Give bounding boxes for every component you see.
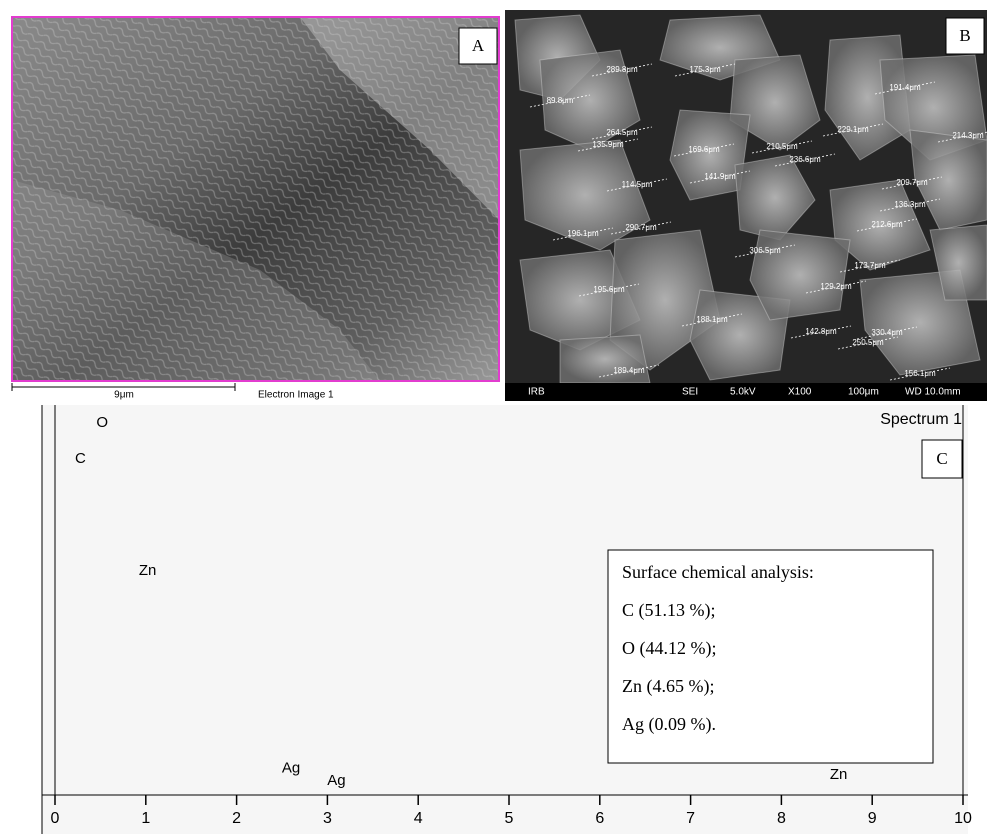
panel-a: A 9μm Electron Image 1 (12, 17, 499, 401)
measurement-label: 156.1μm (904, 369, 936, 378)
peak-label: Zn (139, 562, 157, 579)
x-tick-label: 9 (868, 810, 877, 827)
figure: A 9μm Electron Image 1 (0, 0, 987, 834)
measurement-label: 250.5μm (852, 338, 884, 347)
panel-c: Spectrum 1 C 0 1 2 3 4 5 6 7 8 9 10 C O Zn Ag Ag Zn Surfa… (42, 405, 972, 834)
measurement-label: 289.8μm (606, 65, 638, 74)
x-tick-label: 0 (51, 810, 60, 827)
peak-label: Ag (327, 772, 345, 789)
measurement-label: 290.7μm (625, 223, 657, 232)
measurement-label: 189.4μm (613, 366, 645, 375)
measurement-label: 264.5μm (606, 128, 638, 137)
sem-footer-text: WD 10.0mm (905, 387, 961, 398)
x-tick-label: 8 (777, 810, 786, 827)
sem-footer-text: IRB (528, 387, 545, 398)
measurement-label: 129.2μm (820, 282, 852, 291)
x-tick-label: 6 (595, 810, 604, 827)
peak-label: Zn (830, 766, 848, 783)
measurement-label: 175.3μm (689, 65, 721, 74)
measurement-label: 141.9μm (704, 172, 736, 181)
measurement-label: 89.8μm (547, 96, 574, 105)
analysis-line: Surface chemical analysis: (622, 562, 814, 582)
x-tick-label: 7 (686, 810, 695, 827)
measurement-label: 191.4μm (889, 83, 921, 92)
sem-footer-text: X100 (788, 387, 812, 398)
measurement-label: 136.3μm (894, 200, 926, 209)
x-tick-label: 5 (505, 810, 514, 827)
analysis-line: C (51.13 %); (622, 600, 716, 621)
sem-footer-text: SEI (682, 387, 698, 398)
x-tick-label: 3 (323, 810, 332, 827)
x-tick-label: 2 (232, 810, 241, 827)
measurement-label: 229.1μm (837, 125, 869, 134)
peak-label: C (75, 450, 86, 467)
measurement-label: 135.9μm (592, 140, 624, 149)
measurement-label: 114.5μm (622, 180, 653, 189)
x-tick-label: 4 (414, 810, 423, 827)
measurement-label: 169.6μm (688, 145, 720, 154)
image-caption: Electron Image 1 (258, 390, 334, 401)
panel-label: C (936, 449, 947, 468)
measurement-label: 142.8μm (805, 327, 837, 336)
scale-bar-label: 9μm (114, 390, 134, 401)
x-tick-label: 1 (141, 810, 150, 827)
measurement-label: 236.6μm (789, 155, 821, 164)
measurement-label: 330.4μm (871, 328, 903, 337)
sem-footer-text: 5.0kV (730, 387, 756, 398)
x-tick-label: 10 (954, 810, 972, 827)
measurement-label: 306.5μm (749, 246, 781, 255)
analysis-line: Ag (0.09 %). (622, 714, 716, 735)
peak-label: O (96, 414, 108, 431)
peak-label: Ag (282, 759, 300, 776)
measurement-label: 173.7μm (854, 261, 886, 270)
panel-label: A (472, 36, 485, 55)
measurement-label: 188.1μm (696, 315, 728, 324)
measurement-label: 214.3μm (952, 131, 984, 140)
chart-title: Spectrum 1 (880, 411, 962, 428)
analysis-line: O (44.12 %); (622, 638, 716, 659)
analysis-line: Zn (4.65 %); (622, 676, 714, 697)
surface-texture (12, 17, 499, 381)
measurement-label: 196.1μm (567, 229, 599, 238)
measurement-label: 209.7μm (896, 178, 928, 187)
sem-footer-text: 100μm (848, 387, 879, 398)
panel-b: B 289.8μm 175.3μm 89.8μm 191.4μm 229.1μm 214.… (505, 10, 987, 401)
measurement-label: 195.6μm (593, 285, 625, 294)
measurement-label: 210.5μm (766, 142, 798, 151)
panel-label: B (959, 26, 970, 45)
measurement-label: 212.6μm (871, 220, 903, 229)
